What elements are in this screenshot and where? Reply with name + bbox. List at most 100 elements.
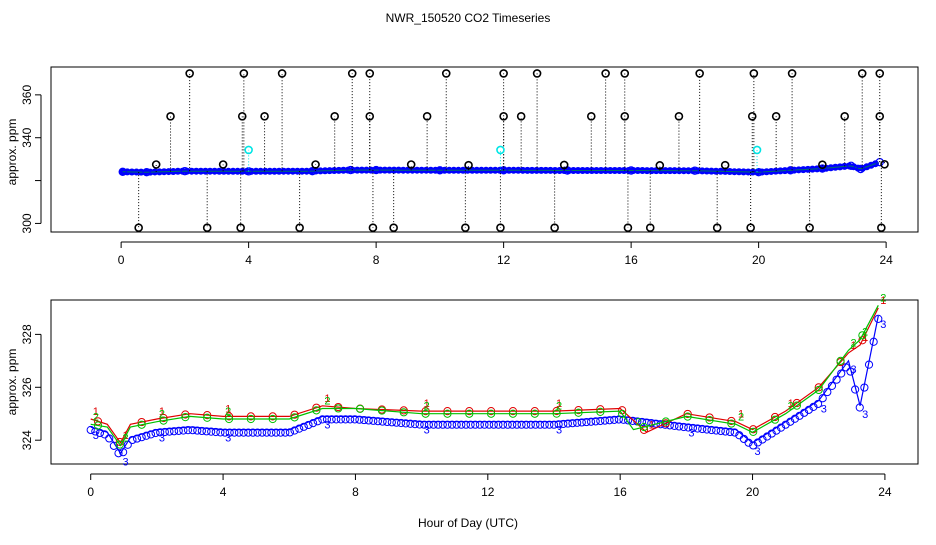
- bottom-series-point-3: [489, 420, 498, 429]
- top-outlier-point: [365, 69, 375, 78]
- bottom-series-point-3: [359, 415, 369, 425]
- bottom-series-point-2: [792, 401, 801, 410]
- bottom-x-tick-label: 12: [481, 485, 495, 499]
- bottom-series-point-3: [674, 422, 684, 431]
- bottom-series-digit-3: 3: [122, 456, 128, 468]
- top-outlier-point: [880, 159, 889, 169]
- bottom-series-point-3: [864, 360, 874, 369]
- bottom-series-point-2: [203, 413, 212, 422]
- bottom-series-point-3: [179, 426, 188, 435]
- bottom-series-point-2: [749, 427, 758, 436]
- top-outlier-point: [202, 223, 212, 233]
- bottom-series-digit-3: 3: [688, 427, 694, 439]
- top-outlier-point: [674, 111, 684, 121]
- bottom-series-digit-2: 2: [122, 432, 128, 444]
- top-outlier-point: [236, 223, 245, 233]
- bottom-series-point-3: [253, 428, 262, 437]
- bottom-series-point-3: [522, 420, 531, 429]
- bottom-series-point-2: [115, 440, 124, 449]
- bottom-series-point-3: [596, 416, 605, 426]
- bottom-series-digit-2: 2: [324, 395, 330, 407]
- top-panel-frame: [50, 66, 919, 233]
- bottom-series-point-3: [137, 433, 146, 442]
- bottom-series-point-2: [334, 404, 343, 413]
- bottom-series-point-3: [383, 417, 392, 427]
- bottom-series-point-2: [574, 408, 583, 417]
- bottom-series-point-3: [128, 435, 137, 445]
- bottom-series-point-2: [639, 422, 649, 432]
- bottom-series-digit-3: 3: [424, 425, 430, 437]
- bottom-series-point-3: [851, 385, 860, 394]
- top-outlier-point: [151, 160, 161, 169]
- bottom-y-tick-label: 324: [20, 430, 34, 450]
- bottom-series-point-3: [688, 423, 698, 433]
- bottom-series-point-3: [846, 367, 855, 376]
- top-x-tick-label: 8: [373, 253, 380, 267]
- bottom-series-point-3: [151, 428, 160, 438]
- bottom-series-point-3: [95, 428, 105, 438]
- top-outlier-point: [550, 223, 559, 233]
- bottom-series-point-3: [220, 428, 230, 437]
- bottom-series-point-3: [577, 418, 586, 427]
- top-outlier-point: [787, 69, 797, 78]
- top-outlier-point: [464, 160, 473, 170]
- bottom-series-point-3: [410, 420, 420, 429]
- bottom-series-point-3: [318, 415, 327, 424]
- bottom-series-point-2: [683, 412, 692, 421]
- bottom-series-point-2: [596, 407, 605, 416]
- bottom-y-tick-label: 326: [20, 377, 34, 397]
- bottom-x-tick-label: 20: [746, 485, 760, 499]
- bottom-series-point-3: [531, 420, 540, 429]
- bottom-series-point-2: [268, 414, 277, 424]
- bottom-series-point-3: [767, 429, 776, 438]
- bottom-series-digit-3: 3: [225, 433, 231, 445]
- bottom-series-point-3: [790, 414, 799, 423]
- bottom-y-axis-label: approx. ppm: [5, 349, 19, 416]
- bottom-series-point-2: [487, 409, 496, 418]
- bottom-series-point-3: [823, 387, 832, 397]
- top-outlier-point: [134, 223, 143, 233]
- bottom-series-point-3: [327, 415, 336, 424]
- top-x-tick-label: 20: [752, 253, 766, 267]
- bottom-series-point-3: [132, 434, 142, 443]
- bottom-series-point-3: [197, 426, 206, 436]
- bottom-series-point-3: [401, 419, 410, 428]
- bottom-series-point-3: [568, 419, 577, 428]
- bottom-series-point-3: [378, 417, 387, 426]
- bottom-series-point-2: [224, 414, 234, 424]
- bottom-series-point-3: [809, 402, 818, 412]
- bottom-series-point-2: [552, 409, 561, 418]
- top-x-tick-label: 4: [245, 253, 252, 267]
- bottom-series-point-3: [160, 427, 169, 437]
- bottom-series-point-3: [341, 415, 350, 424]
- top-panel: 0 4 8 12 16 20 24 300 340 360 approx. ppm: [5, 66, 919, 267]
- bottom-series-point-1: [421, 406, 430, 416]
- bottom-series-point-1: [487, 406, 496, 416]
- bottom-series-point-3: [290, 426, 299, 435]
- bottom-series-point-3: [188, 426, 197, 435]
- bottom-series-digit-1: 1: [556, 398, 562, 410]
- bottom-series-digit-3: 3: [755, 446, 761, 458]
- top-x-tick-label: 24: [879, 253, 893, 267]
- bottom-panel-frame: [50, 299, 919, 465]
- top-outlier-point: [389, 223, 398, 233]
- bottom-series-point-1: [530, 406, 539, 416]
- top-outlier-point: [237, 111, 247, 121]
- bottom-series-point-3: [582, 417, 591, 427]
- bottom-series-point-3: [207, 427, 216, 436]
- bottom-series-point-3: [193, 426, 202, 435]
- top-outlier-point: [747, 111, 757, 121]
- top-hourly-point: [754, 168, 763, 177]
- top-x-tick-label: 12: [497, 253, 511, 267]
- top-outlier-point: [422, 111, 432, 121]
- top-outlier-point: [601, 69, 610, 78]
- bottom-series-point-3: [373, 417, 383, 426]
- bottom-series-digit-2: 2: [880, 292, 886, 304]
- bottom-series-point-1: [312, 403, 321, 412]
- bottom-series-point-3: [276, 428, 285, 437]
- bottom-series-point-3: [841, 363, 850, 372]
- bottom-series-point-3: [545, 420, 554, 429]
- bottom-series-point-3: [406, 419, 415, 428]
